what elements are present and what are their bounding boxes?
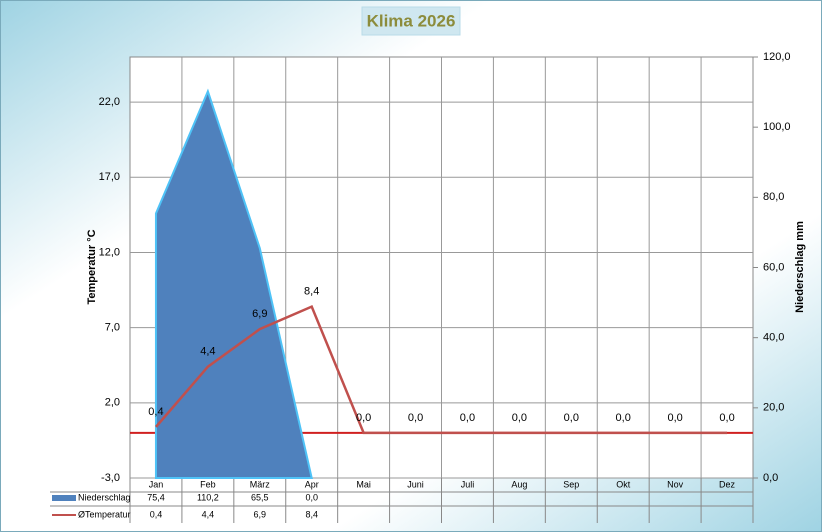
y-tick-label: 2,0: [105, 397, 120, 409]
x-tick-label: Aug: [511, 479, 527, 489]
title-box: [361, 6, 461, 36]
data-label: 0,0: [616, 412, 631, 424]
data-label: 0,0: [408, 412, 423, 424]
table-cell: 8,4: [305, 509, 318, 519]
data-label: 0,0: [460, 412, 475, 424]
table-cell: 6,9: [254, 509, 267, 519]
x-tick-label: Feb: [200, 479, 216, 489]
table-cell: 65,5: [251, 492, 269, 502]
data-label: 8,4: [304, 285, 319, 297]
y-tick-label: 17,0: [99, 171, 120, 183]
data-label: 0,0: [667, 412, 682, 424]
y-tick-label: -3,0: [101, 472, 120, 484]
data-label: 0,0: [564, 412, 579, 424]
x-tick-label: Sep: [563, 479, 579, 489]
x-tick-label: Dez: [719, 479, 736, 489]
legend-swatch: [52, 495, 76, 501]
y2-tick-label: 80,0: [763, 191, 784, 203]
x-tick-label: Apr: [305, 479, 319, 489]
x-tick-label: Nov: [667, 479, 684, 489]
data-label: 0,0: [719, 412, 734, 424]
table-cell: 110,2: [197, 492, 219, 502]
y-tick-label: 12,0: [99, 246, 120, 258]
table-cell: 75,4: [147, 492, 165, 502]
x-tick-label: März: [250, 479, 270, 489]
y2-axis-title: Niederschlag mm: [794, 221, 806, 313]
data-label: 4,4: [200, 346, 215, 358]
table-cell: 0,4: [150, 509, 163, 519]
data-label: 6,9: [252, 308, 267, 320]
x-tick-label: Okt: [616, 479, 631, 489]
y-tick-label: 7,0: [105, 322, 120, 334]
line: [155, 304, 728, 435]
chart-title: Klima 2026: [367, 11, 456, 30]
table-cell: 0,0: [305, 492, 318, 502]
table-cell: 4,4: [202, 509, 215, 519]
x-tick-label: Juni: [407, 479, 424, 489]
y-axis-title: Temperatur °C: [86, 229, 98, 304]
y2-tick-label: 100,0: [763, 121, 791, 133]
y-tick-label: 22,0: [99, 96, 120, 108]
data-label: 0,0: [512, 412, 527, 424]
y2-tick-label: 0,0: [763, 472, 778, 484]
x-tick-label: Mai: [356, 479, 371, 489]
y2-tick-label: 40,0: [763, 332, 784, 344]
x-tick-label: Jan: [149, 479, 164, 489]
legend-label: ØTemperatur: [78, 509, 131, 519]
x-tick-label: Juli: [461, 479, 475, 489]
y2-tick-label: 20,0: [763, 402, 784, 414]
data-label: 0,0: [356, 412, 371, 424]
legend-label: Niederschlag: [78, 492, 131, 502]
y2-tick-label: 120,0: [763, 51, 791, 63]
data-label: 0,4: [148, 406, 163, 418]
y2-tick-label: 60,0: [763, 261, 784, 273]
